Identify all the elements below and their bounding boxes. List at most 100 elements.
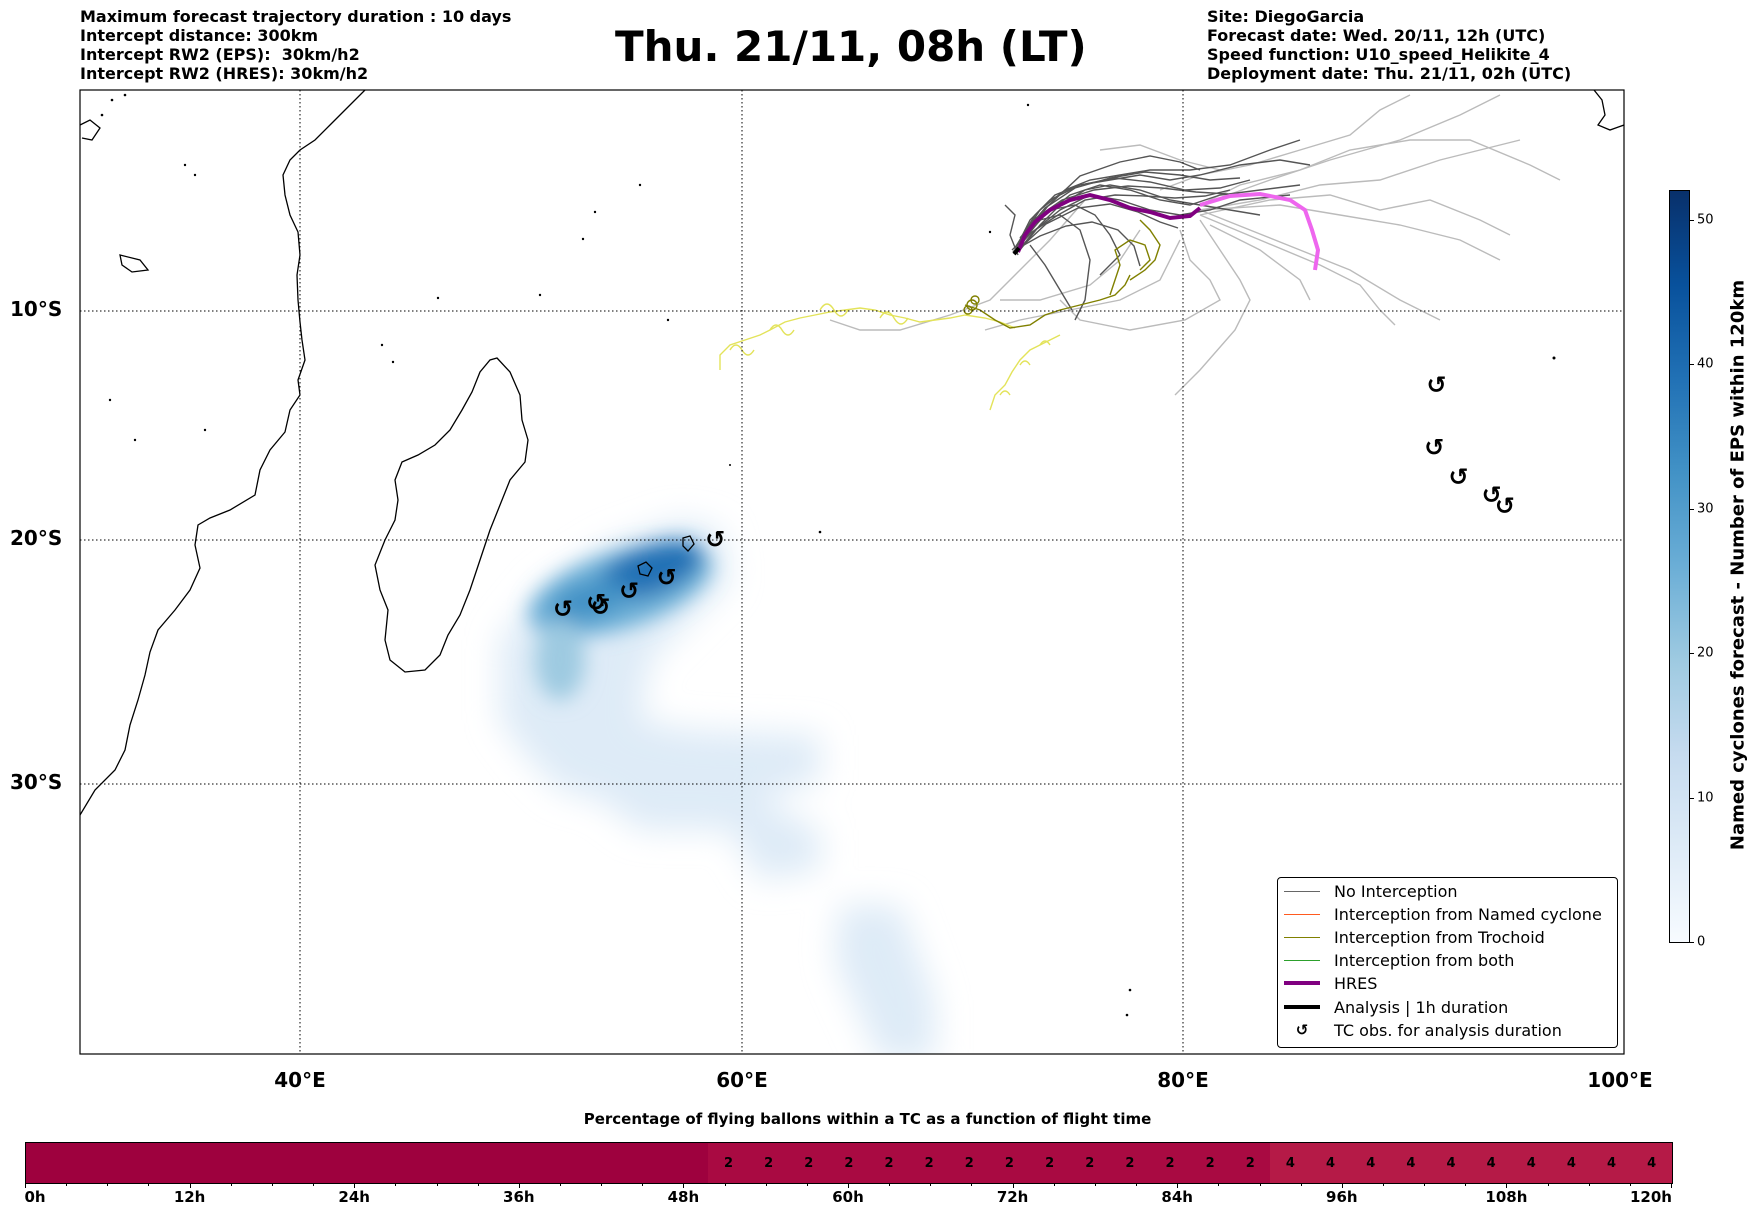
time-minor-tick [1465, 1183, 1467, 1186]
coastlines [80, 90, 1624, 816]
colorbar-tick-label: 0 [1697, 934, 1706, 950]
map-legend: No Interception Interception from Named … [1277, 877, 1618, 1048]
legend-swatch [1284, 1005, 1320, 1009]
legend-label: HRES [1334, 973, 1378, 993]
time-tick-label: 120h [1630, 1188, 1672, 1206]
colorbar-tick-label: 30 [1697, 501, 1714, 517]
lon-label-80e: 80°E [1157, 1068, 1209, 1092]
percentage-cell [427, 1143, 468, 1183]
header-right-line-2: Forecast date: Wed. 20/11, 12h (UTC) [1207, 26, 1546, 45]
legend-item-named-cyclone: Interception from Named cyclone [1278, 903, 1602, 925]
colorbar-tick-mark [1690, 508, 1694, 510]
time-minor-tick [313, 1183, 315, 1186]
time-minor-tick [1629, 1183, 1631, 1186]
legend-label: Interception from Named cyclone [1334, 904, 1602, 924]
time-minor-tick [354, 1183, 356, 1186]
legend-swatch [1284, 981, 1320, 985]
tc-observations: ↺ ↺↺↺ ↺↺↺↺↺↺↺ [553, 371, 1515, 623]
percentage-cell [26, 1143, 67, 1183]
percentage-cell [266, 1143, 307, 1183]
percentage-cell: 4 [1350, 1143, 1391, 1183]
percentage-cell [106, 1143, 147, 1183]
header-left-line-2: Intercept distance: 300km [80, 26, 319, 45]
legend-label: Analysis | 1h duration [1334, 997, 1509, 1017]
time-minor-tick [1218, 1183, 1220, 1186]
time-minor-tick [1259, 1183, 1261, 1186]
analysis-track [1012, 246, 1021, 256]
colorbar-tick-mark [1690, 942, 1694, 943]
time-minor-tick [1136, 1183, 1138, 1186]
time-minor-tick [1341, 1183, 1343, 1186]
time-tick-label: 96h [1326, 1188, 1358, 1206]
tc-observation-icon-2: ↺ [586, 588, 606, 616]
percentage-cell: 2 [1230, 1143, 1271, 1183]
small-islands [100, 93, 1556, 1017]
percentage-cell [146, 1143, 187, 1183]
eps-trajectories [1004, 139, 1311, 321]
percentage-cell: 4 [1591, 1143, 1632, 1183]
time-minor-tick [806, 1183, 808, 1186]
percentage-cell: 2 [1069, 1143, 1110, 1183]
legend-swatch [1284, 959, 1320, 961]
percentage-cell: 4 [1631, 1143, 1672, 1183]
tc-observation-icon-3: ↺ [590, 593, 610, 621]
legend-label: Interception from Trochoid [1334, 927, 1545, 947]
percentage-cell: 2 [788, 1143, 829, 1183]
hres-trajectory [1016, 192, 1202, 253]
time-minor-tick [107, 1183, 109, 1186]
time-minor-tick [395, 1183, 397, 1186]
header-right-line-3: Speed function: U10_speed_Helikite_4 [1207, 45, 1550, 64]
percentage-cell: 2 [949, 1143, 990, 1183]
time-minor-tick [765, 1183, 767, 1186]
percentage-cell [507, 1143, 548, 1183]
time-minor-tick [1300, 1183, 1302, 1186]
header-left-line-1: Maximum forecast trajectory duration : 1… [80, 7, 512, 26]
colorbar-tick-label: 50 [1697, 212, 1714, 228]
time-minor-tick [1012, 1183, 1014, 1186]
tc-observation-icon-10: ↺ [1482, 481, 1502, 509]
gridlines [80, 90, 1624, 1054]
map-frame [79, 89, 1625, 1055]
legend-item-hres: HRES [1278, 972, 1377, 994]
tc-observation-icon-5: ↺ [657, 564, 677, 592]
percentage-cell: 4 [1511, 1143, 1552, 1183]
legend-swatch [1284, 913, 1320, 915]
time-minor-tick [1053, 1183, 1055, 1186]
time-tick-label: 36h [503, 1188, 535, 1206]
time-minor-tick [1424, 1183, 1426, 1186]
percentage-cell: 4 [1551, 1143, 1592, 1183]
time-tick-label: 48h [667, 1188, 700, 1206]
lon-label-100e: 100°E [1587, 1068, 1653, 1092]
lon-label-40e: 40°E [274, 1068, 326, 1092]
time-minor-tick [148, 1183, 150, 1186]
legend-item-analysis: Analysis | 1h duration [1278, 996, 1508, 1018]
lat-label-20s: 20°S [10, 526, 63, 550]
time-minor-tick [683, 1183, 685, 1186]
tc-observation-icon-6: ↺ [705, 526, 725, 554]
legend-label: TC obs. for analysis duration [1334, 1020, 1562, 1040]
percentage-cell [668, 1143, 709, 1183]
colorbar-tick-label: 40 [1697, 356, 1714, 372]
time-minor-tick [436, 1183, 438, 1186]
hres-trajectory-late [1199, 191, 1321, 271]
percentage-cell: 2 [909, 1143, 950, 1183]
time-tick-label: 60h [832, 1188, 864, 1206]
percentage-bar-title: Percentage of flying ballons within a TC… [583, 1110, 1152, 1128]
percentage-cell: 2 [828, 1143, 869, 1183]
lat-label-30s: 30°S [10, 770, 63, 794]
percentage-cell [387, 1143, 428, 1183]
percentage-cell: 2 [1149, 1143, 1191, 1183]
page-title: Thu. 21/11, 08h (LT) [615, 22, 1087, 71]
colorbar-tick-mark [1690, 653, 1694, 655]
time-minor-tick [518, 1183, 520, 1186]
time-minor-tick [1382, 1183, 1384, 1186]
colorbar-tick-mark [1690, 219, 1694, 221]
colorbar-tick-mark [1690, 797, 1694, 799]
header-left-line-3: Intercept RW2 (EPS): 30km/h2 [80, 45, 360, 64]
australia-coast [1593, 90, 1624, 131]
percentage-cell: 2 [748, 1143, 789, 1183]
percentage-cell: 2 [1190, 1143, 1231, 1183]
colorbar-tick-label: 10 [1697, 790, 1714, 806]
time-minor-tick [889, 1183, 891, 1186]
time-tick-label: 24h [338, 1188, 370, 1206]
